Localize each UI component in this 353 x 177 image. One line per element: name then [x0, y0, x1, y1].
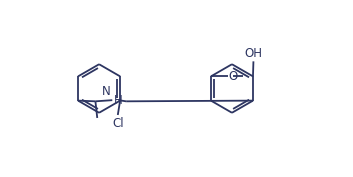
- Text: OH: OH: [244, 47, 262, 60]
- Text: O: O: [229, 70, 238, 83]
- Text: N: N: [102, 85, 111, 98]
- Text: H: H: [113, 94, 122, 107]
- Text: Cl: Cl: [112, 117, 124, 130]
